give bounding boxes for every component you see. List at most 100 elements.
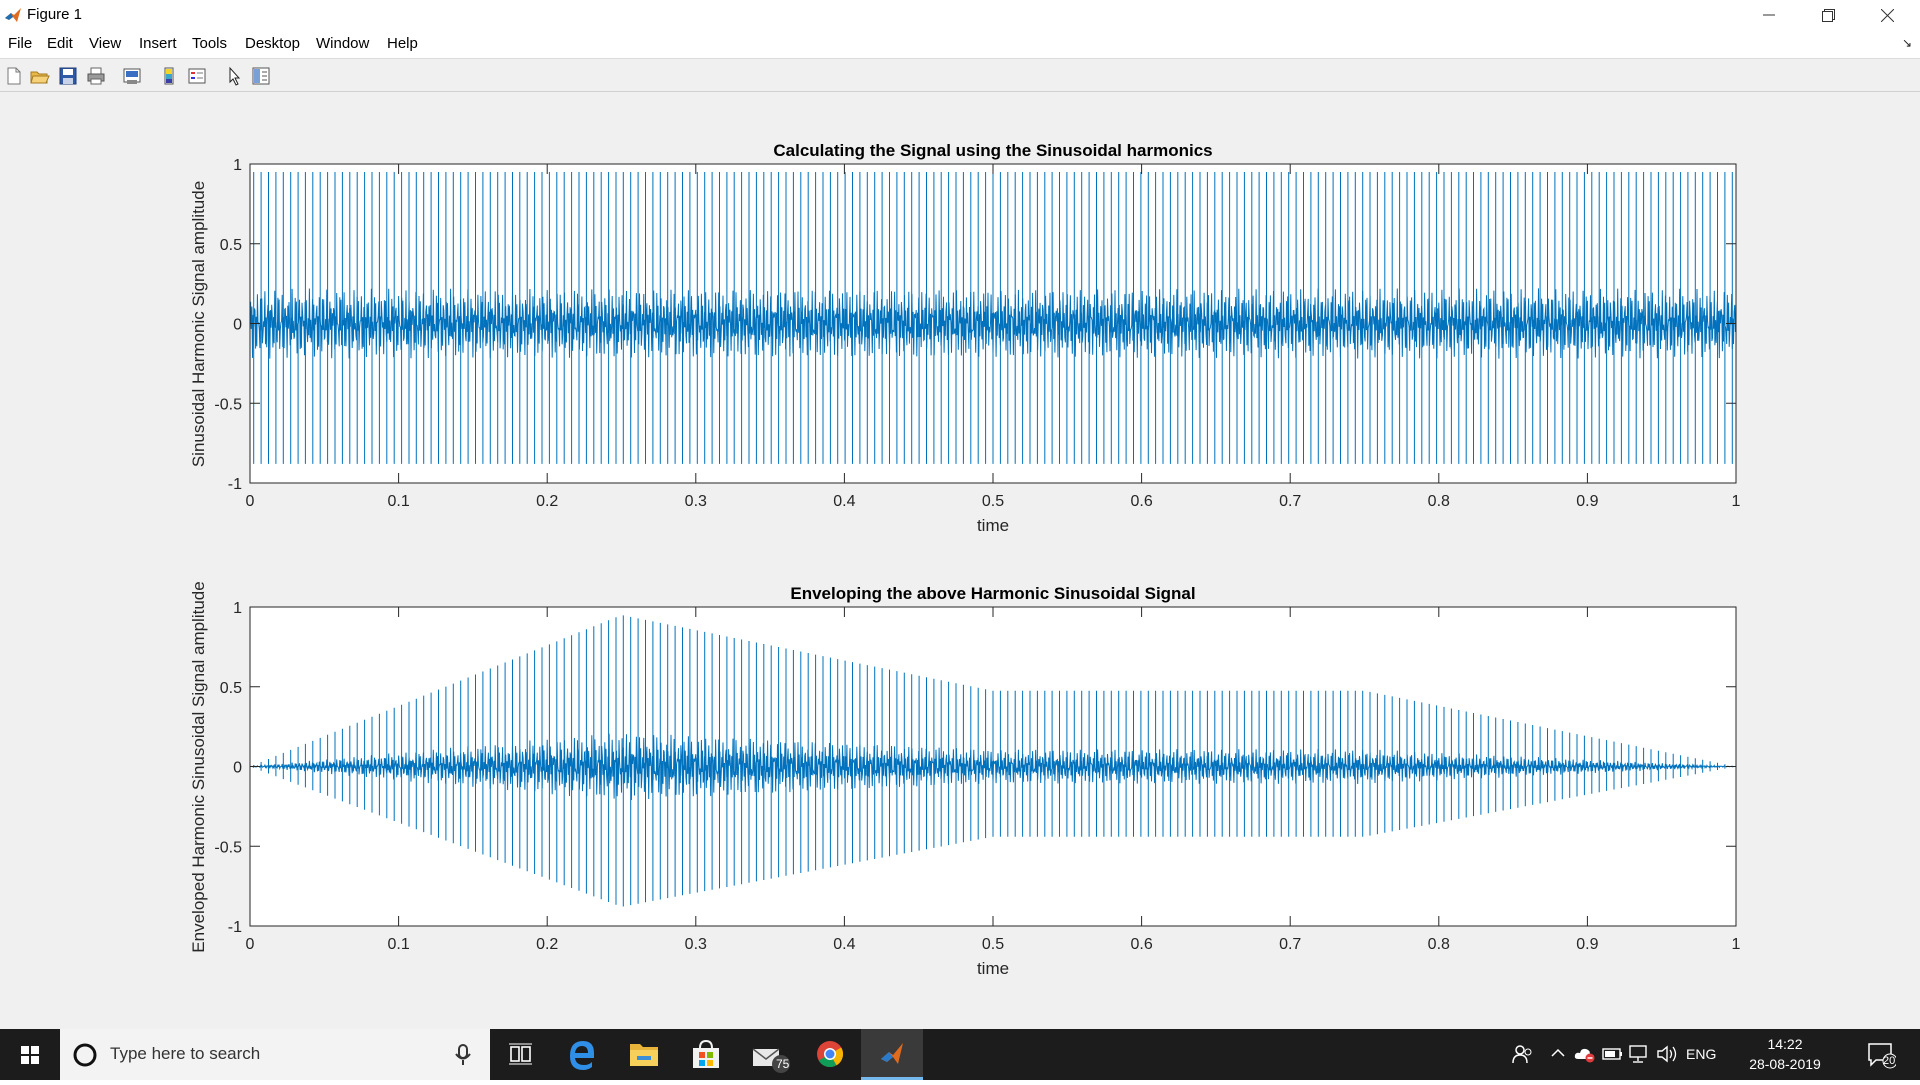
figure-toolbar: [0, 58, 1920, 92]
taskbar-chrome[interactable]: [799, 1029, 861, 1080]
windows-logo-icon: [21, 1046, 39, 1064]
new-figure-icon[interactable]: [3, 65, 25, 87]
language-indicator[interactable]: ENG: [1686, 1046, 1717, 1062]
battery-icon[interactable]: [1602, 1047, 1624, 1061]
x-tick-label: 0.1: [387, 936, 409, 953]
save-icon[interactable]: [57, 65, 79, 87]
chrome-icon: [817, 1041, 844, 1068]
system-tray: ENG 14:22 28-08-2019 20: [1500, 1029, 1920, 1080]
plot-top-ylabel: Sinusoidal Harmonic Signal amplitude: [189, 181, 208, 467]
clock-date[interactable]: 28-08-2019: [1749, 1056, 1821, 1072]
x-tick-label: 0.4: [833, 936, 855, 953]
plot-bottom-title: Enveloping the above Harmonic Sinusoidal…: [790, 584, 1195, 603]
x-tick-label: 0.3: [685, 493, 707, 510]
x-tick-label: 0.6: [1130, 936, 1152, 953]
taskbar-file-explorer[interactable]: [613, 1029, 675, 1080]
link-plot-icon[interactable]: [121, 65, 143, 87]
window-title: Figure 1: [27, 6, 83, 23]
y-tick-label: -1: [228, 919, 242, 936]
minimize-button[interactable]: [1740, 0, 1798, 30]
x-tick-label: 1: [1732, 936, 1741, 953]
clock-time[interactable]: 14:22: [1767, 1036, 1803, 1052]
axes-bottom[interactable]: 0 0.1 0.2 0.3 0.4 0.5 0.6 0.7 0.8 0.9 1 1 0.5 0 -0.5 -1…: [189, 581, 1741, 978]
restore-button[interactable]: [1799, 0, 1857, 30]
figure-svg: 0 0.1 0.2 0.3 0.4 0.5 0.6 0.7 0.8 0.9 1 1 0.5 0 -0.5 -1…: [189, 141, 1741, 978]
volume-icon[interactable]: [1656, 1044, 1678, 1064]
harmonic-spike-lines: [253, 172, 1733, 464]
folder-icon: [630, 1044, 658, 1066]
taskbar-mail[interactable]: 75: [737, 1029, 799, 1080]
open-file-icon[interactable]: [29, 65, 51, 87]
y-tick-label: 0.5: [220, 680, 242, 697]
menu-view[interactable]: View: [89, 35, 122, 52]
restore-icon: [1821, 8, 1835, 22]
x-tick-label: 0.5: [982, 936, 1004, 953]
notification-center-icon[interactable]: [1866, 1041, 1896, 1069]
menu-insert[interactable]: Insert: [139, 35, 177, 52]
dock-arrow-icon[interactable]: ↘: [1901, 36, 1912, 50]
x-tick-label: 0.2: [536, 493, 558, 510]
people-icon[interactable]: [1512, 1043, 1534, 1065]
x-tick-label: 0.4: [833, 493, 855, 510]
plot-top-title: Calculating the Signal using the Sinusoi…: [773, 141, 1212, 160]
menu-help[interactable]: Help: [387, 35, 418, 52]
x-tick-label: 0.9: [1576, 493, 1598, 510]
y-tick-label: 1: [233, 600, 242, 617]
matlab-taskbar-icon: [881, 1043, 903, 1064]
notification-count: 20: [1883, 1055, 1896, 1067]
x-tick-label: 0: [246, 936, 255, 953]
task-view-button[interactable]: [489, 1029, 551, 1080]
chevron-up-icon[interactable]: [1550, 1047, 1566, 1059]
taskbar-edge[interactable]: [551, 1029, 613, 1080]
x-tick-label: 0.8: [1428, 493, 1450, 510]
y-tick-label: -0.5: [214, 396, 242, 413]
y-tick-label: 0: [233, 760, 242, 777]
y-tick-label: 0.5: [220, 237, 242, 254]
taskbar-store[interactable]: [675, 1029, 737, 1080]
x-tick-label: 1: [1732, 493, 1741, 510]
menu-file[interactable]: File: [8, 35, 33, 52]
close-icon: [1880, 8, 1894, 22]
x-tick-label: 0.7: [1279, 936, 1301, 953]
onedrive-sync-icon[interactable]: [1574, 1045, 1596, 1063]
signal-top-plot: [249, 172, 1737, 464]
x-tick-label: 0.3: [685, 936, 707, 953]
menu-window[interactable]: Window: [316, 35, 370, 52]
title-bar: Figure 1: [0, 0, 1920, 30]
y-tick-label: -1: [228, 476, 242, 493]
edit-plot-arrow-icon[interactable]: [224, 65, 246, 87]
x-tick-label: 0.7: [1279, 493, 1301, 510]
axes-top[interactable]: 0 0.1 0.2 0.3 0.4 0.5 0.6 0.7 0.8 0.9 1 1 0.5 0 -0.5 -1…: [189, 141, 1741, 535]
microphone-icon[interactable]: [454, 1044, 472, 1066]
y-tick-label: 0: [233, 317, 242, 334]
x-tick-label: 0.2: [536, 936, 558, 953]
colorbar-icon[interactable]: [158, 65, 180, 87]
matlab-icon: [4, 6, 22, 24]
menu-desktop[interactable]: Desktop: [245, 35, 301, 52]
network-icon[interactable]: [1628, 1044, 1650, 1064]
property-inspector-icon[interactable]: [250, 65, 272, 87]
taskbar-search-box[interactable]: Type here to search: [60, 1029, 490, 1080]
edge-browser-icon: [570, 1041, 594, 1070]
taskbar-matlab-active[interactable]: [861, 1029, 923, 1080]
print-icon[interactable]: [85, 65, 107, 87]
plot-bottom-xlabel: time: [977, 959, 1009, 978]
close-button[interactable]: [1858, 0, 1916, 30]
legend-icon[interactable]: [186, 65, 208, 87]
menu-tools[interactable]: Tools: [192, 35, 228, 52]
taskbar: Type here to search 75 ENG 14:22 28-08-2…: [0, 1029, 1920, 1080]
axes-top-ticks: 0 0.1 0.2 0.3 0.4 0.5 0.6 0.7 0.8 0.9 1 1 0.5 0 -0.5 -1: [214, 157, 1740, 510]
minimize-icon: [1763, 14, 1775, 16]
store-bag-icon: [693, 1039, 719, 1068]
mail-icon: [752, 1048, 790, 1073]
y-tick-label: -0.5: [214, 839, 242, 856]
x-tick-label: 0.5: [982, 493, 1004, 510]
x-tick-label: 0.9: [1576, 936, 1598, 953]
search-placeholder: Type here to search: [110, 1044, 261, 1063]
menu-edit[interactable]: Edit: [47, 35, 73, 52]
figure-canvas: 0 0.1 0.2 0.3 0.4 0.5 0.6 0.7 0.8 0.9 1 1 0.5 0 -0.5 -1…: [0, 92, 1920, 1029]
mail-badge-count: 75: [776, 1057, 790, 1071]
start-button[interactable]: [0, 1029, 60, 1080]
x-tick-label: 0.8: [1428, 936, 1450, 953]
x-tick-label: 0.1: [387, 493, 409, 510]
